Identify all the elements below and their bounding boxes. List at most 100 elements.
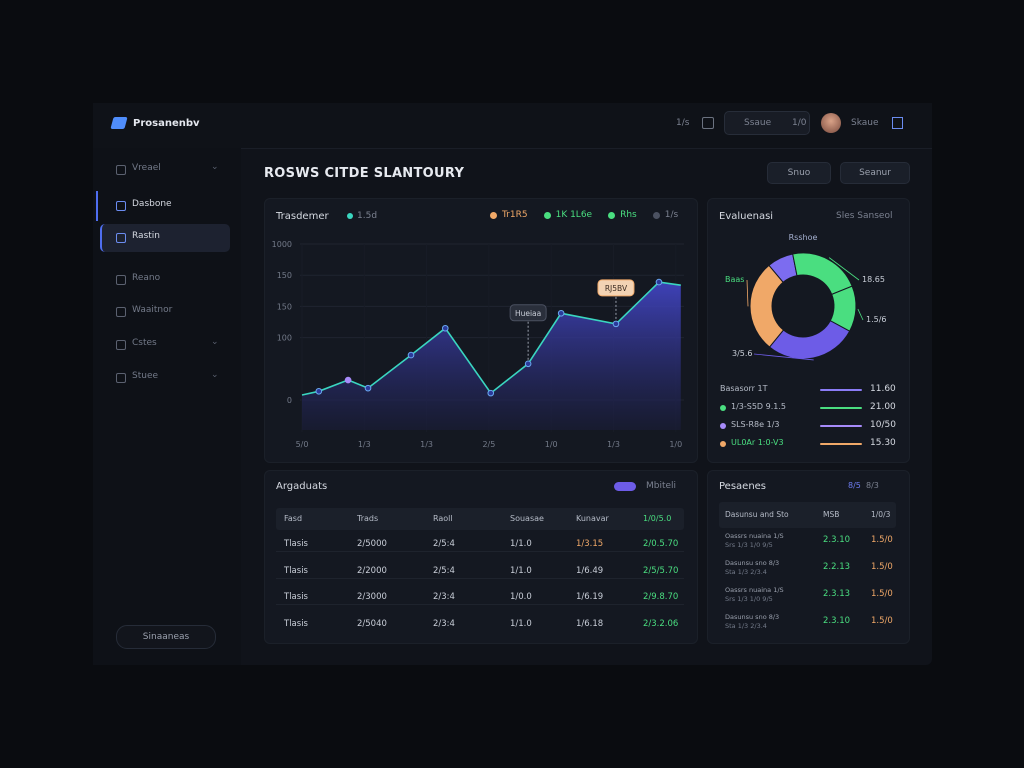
cell: 2/5000 — [357, 539, 387, 549]
nav-item[interactable]: Rastin — [132, 231, 160, 241]
cell: Tlasis — [284, 592, 308, 602]
y-tick-label: 1000 — [272, 240, 292, 249]
donut-label: Rsshoe — [789, 233, 818, 242]
avatar[interactable] — [821, 113, 841, 133]
nav-item[interactable]: Waaitnor — [132, 305, 173, 315]
cell: 2.3.10 — [823, 535, 851, 545]
user-name[interactable]: Skaue — [851, 118, 879, 128]
point — [524, 360, 532, 368]
row-label: Basasorr 1T — [720, 384, 768, 393]
donut-title: Evaluenasi — [719, 211, 774, 222]
row-dot — [720, 405, 726, 411]
button[interactable]: Snuo — [767, 162, 831, 184]
x-tick-label: 5/0 — [296, 440, 309, 449]
cell: 2.3.10 — [823, 616, 851, 626]
point — [315, 387, 323, 395]
rate[interactable]: 1/s — [676, 118, 690, 128]
sidebar-button[interactable]: Sinaaneas — [116, 625, 216, 649]
nav-active-bg — [100, 224, 230, 252]
column-header[interactable]: 1/0/5.0 — [643, 514, 672, 523]
cell: 1/1.0 — [510, 618, 532, 629]
toggle-label: Mbiteli — [646, 481, 677, 491]
toggle[interactable] — [614, 482, 636, 491]
icon[interactable] — [702, 117, 714, 129]
sidebar-button-text: Sinaaneas — [142, 632, 190, 642]
y-tick-label: 100 — [277, 334, 292, 343]
column-header[interactable]: Souasae — [510, 514, 544, 523]
button-text: Snuo — [787, 168, 811, 178]
x-tick-label: 2/5 — [482, 440, 495, 449]
search-box[interactable] — [724, 111, 810, 135]
table-title: Pesaenes — [719, 481, 767, 492]
cell: 1/1.0 — [510, 539, 532, 549]
annotation: Hueiaa — [515, 309, 541, 318]
nav-accent — [96, 191, 98, 221]
donut-segment — [792, 252, 853, 296]
cell: 2/9.8.70 — [643, 592, 679, 602]
cell: Sta 1/3 2/3.4 — [725, 622, 767, 630]
legend-swatch — [490, 211, 497, 219]
nav-icon — [116, 201, 126, 211]
legend-swatch — [652, 211, 660, 219]
annotation-box — [597, 279, 635, 297]
legend-item[interactable]: 1/s — [652, 210, 678, 220]
nav-icon — [116, 165, 126, 175]
x-tick-label: 1/3 — [420, 440, 433, 449]
chevron: ⌄ — [211, 337, 219, 347]
tab[interactable]: 8/5 — [848, 481, 861, 490]
point — [655, 278, 663, 286]
table-header — [719, 502, 896, 528]
row-label: 1/3-S5D 9.1.5 — [731, 402, 786, 411]
cell: Dasunsu sno 8/3 — [725, 613, 780, 621]
y-tick-label: 150 — [277, 271, 292, 280]
logo[interactable]: Prosanenbv — [133, 118, 200, 129]
dot — [347, 213, 353, 219]
point — [557, 309, 565, 317]
column-header[interactable]: Dasunsu and Sto — [725, 510, 789, 519]
line — [301, 281, 681, 396]
search-hint: 1/0 — [792, 118, 807, 128]
nav-item[interactable]: Dasbone — [132, 199, 172, 209]
annotation-box — [509, 304, 547, 322]
donut-panel — [707, 198, 910, 463]
cell: 1.5/0 — [871, 535, 893, 545]
chevron: ⌄ — [211, 162, 219, 172]
x-tick-label: 1/3 — [607, 440, 620, 449]
legend-swatch — [543, 211, 551, 219]
nav-item[interactable]: Reano — [132, 273, 161, 283]
legend-item[interactable]: Rhs — [608, 210, 637, 220]
nav-item[interactable]: Stuee — [132, 371, 159, 381]
table-panel — [707, 470, 910, 644]
row-bar — [820, 443, 862, 445]
column-header[interactable]: Trads — [357, 514, 379, 523]
cell: Oassrs nuaina 1/S — [725, 532, 784, 540]
x-tick-label: 1/3 — [358, 440, 371, 449]
nav-item[interactable]: Vreael — [132, 163, 161, 173]
row-label: UL0Ar 1:0-V3 — [731, 438, 784, 447]
column-header[interactable]: Raoll — [433, 514, 453, 523]
column-header[interactable]: 1/0/3 — [871, 510, 891, 519]
cell: 1.5/0 — [871, 589, 893, 599]
cell: Srs 1/3 1/0 9/5 — [725, 595, 773, 603]
row-dot — [720, 441, 726, 447]
legend: Tr1R5 1K 1L6e Rhs 1/s — [490, 210, 678, 220]
tab[interactable]: 8/3 — [866, 481, 879, 490]
donut-label: Baas — [725, 275, 744, 284]
button[interactable]: Seanur — [840, 162, 910, 184]
cell: 2/5/5.70 — [643, 565, 679, 576]
column-header[interactable]: Kunavar — [576, 514, 609, 523]
menu-icon[interactable] — [892, 117, 903, 129]
leader-line — [746, 279, 749, 307]
donut-label: 1.5/6 — [866, 315, 887, 324]
nav-icon — [116, 373, 126, 383]
nav-item[interactable]: Cstes — [132, 338, 157, 348]
leader-line — [857, 308, 864, 321]
column-header[interactable]: MSB — [823, 510, 840, 519]
cell: Tlasis — [284, 539, 308, 549]
nav-icon — [116, 307, 126, 317]
legend-item[interactable]: Tr1R5 — [490, 210, 528, 220]
column-header[interactable]: Fasd — [284, 514, 303, 523]
legend-item[interactable]: 1K 1L6e — [543, 210, 592, 220]
cell: Srs 1/3 1/0 9/5 — [725, 541, 773, 549]
annotation: RJ5BV — [605, 284, 628, 293]
